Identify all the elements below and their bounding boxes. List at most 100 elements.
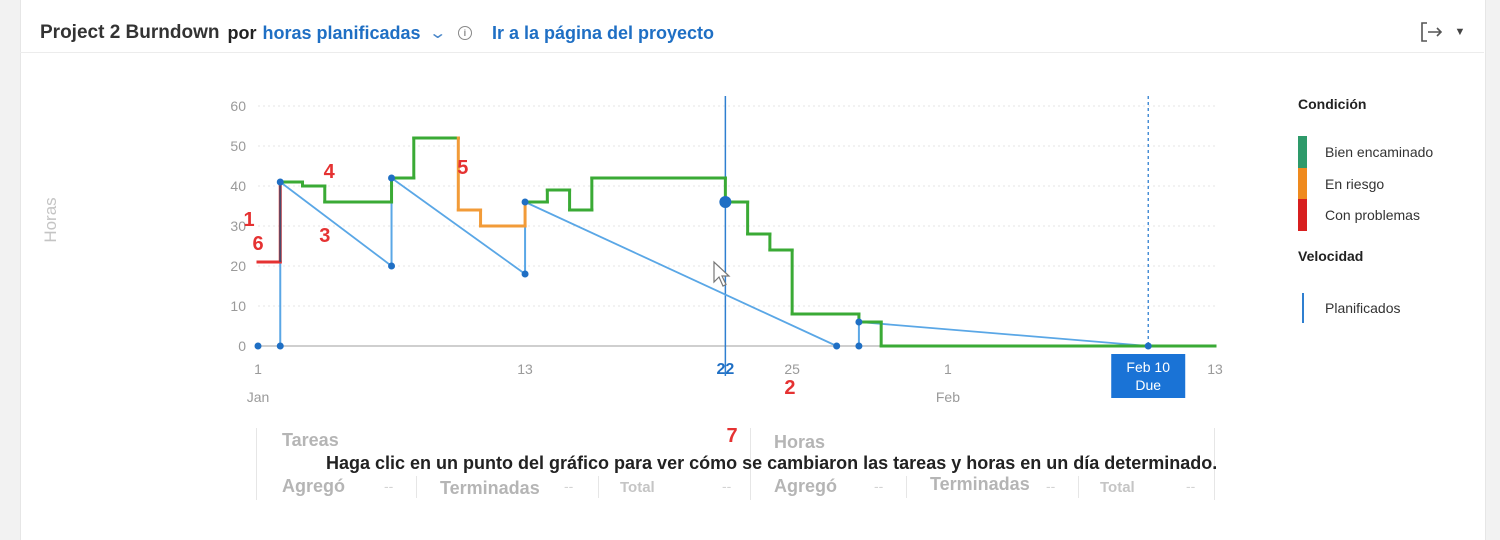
hours-done-label: Terminadas <box>930 474 1030 494</box>
legend-velocity-title: Velocidad <box>1298 248 1364 264</box>
divider <box>256 428 257 500</box>
y-axis-label: Horas <box>41 197 60 242</box>
y-tick-label: 20 <box>230 258 246 274</box>
y-tick-label: 60 <box>230 98 246 114</box>
legend: Condición Bien encaminado En riesgo Con … <box>1298 96 1488 323</box>
divider <box>1214 428 1215 500</box>
velocity-point <box>855 318 863 326</box>
due-date-label: Feb 10 <box>1126 359 1170 375</box>
hours-total-value: -- <box>1186 478 1196 494</box>
selected-point <box>719 196 732 208</box>
legend-item-problem: Con problemas <box>1298 199 1420 231</box>
annotation-number: 2 <box>784 377 795 399</box>
hours-added-label: Agregó <box>774 476 837 496</box>
hours-title: Horas <box>774 432 826 452</box>
annotation-number: 1 <box>244 209 255 231</box>
annotation-number: 5 <box>457 157 468 179</box>
export-icon[interactable] <box>1419 20 1445 44</box>
legend-item-at-risk: En riesgo <box>1298 168 1384 200</box>
x-tick-label: 1 <box>944 361 952 377</box>
click-hint-message: Haga clic en un punto del gráfico para v… <box>326 453 1218 473</box>
y-tick-label: 40 <box>230 178 246 194</box>
hours-done-value: -- <box>1046 478 1056 494</box>
velocity-point <box>254 342 262 350</box>
legend-condition-title: Condición <box>1298 96 1367 112</box>
tasks-done-value: -- <box>564 478 574 494</box>
legend-item-planned: Planificados <box>1298 292 1401 324</box>
legend-swatch <box>1298 199 1307 231</box>
header-divider <box>20 52 1484 53</box>
legend-label: Con problemas <box>1325 207 1420 223</box>
project-page-link[interactable]: Ir a la página del proyecto <box>491 22 715 43</box>
mouse-pointer-icon <box>713 260 731 287</box>
por-label: por <box>227 22 257 43</box>
legend-swatch <box>1298 136 1307 168</box>
legend-label: Bien encaminado <box>1325 144 1434 160</box>
day-markers <box>724 96 1149 376</box>
annotation-number: 4 <box>324 161 336 183</box>
x-tick-label: 25 <box>784 361 800 377</box>
x-tick-label: 13 <box>517 361 533 377</box>
chart-title: Project 2 Burndown <box>40 22 220 43</box>
chevron-down-icon[interactable]: ⌄ <box>427 25 447 42</box>
legend-swatch <box>1298 168 1307 200</box>
velocity-point <box>388 262 396 270</box>
hours-added-value: -- <box>874 478 884 494</box>
due-date-box <box>1111 354 1186 398</box>
annotations: 1 2 3 4 5 6 7 <box>244 157 796 447</box>
divider <box>416 476 417 498</box>
tasks-added-label: Agregó <box>282 476 345 496</box>
velocity-points[interactable] <box>254 174 1152 350</box>
velocity-point <box>521 270 529 278</box>
velocity-line <box>858 321 1149 347</box>
divider <box>750 428 751 500</box>
legend-line <box>1302 293 1304 323</box>
caret-down-icon[interactable]: ▼ <box>1454 26 1466 38</box>
hours-total-label: Total <box>1100 479 1135 496</box>
annotation-number: 7 <box>726 425 737 447</box>
x-tick-label: 13 <box>1207 361 1223 377</box>
velocity-point <box>388 174 396 182</box>
velocity-point <box>276 342 284 350</box>
metric-dropdown[interactable]: horas planificadas <box>262 22 421 43</box>
velocity-point <box>276 178 284 186</box>
divider <box>906 476 907 498</box>
y-axis: 0 10 20 30 40 50 60 <box>230 98 246 354</box>
tasks-title: Tareas <box>282 430 339 450</box>
x-tick-label: 1 <box>254 361 262 377</box>
divider <box>1078 476 1079 498</box>
tasks-total-value: -- <box>722 478 732 494</box>
export-menu[interactable]: ▼ <box>1410 18 1474 46</box>
daily-stats: Tareas Horas Agregó -- Terminadas -- Tot… <box>256 428 1216 500</box>
legend-item-on-track: Bien encaminado <box>1298 136 1433 168</box>
tasks-added-value: -- <box>384 478 394 494</box>
annotation-number: 3 <box>319 225 330 247</box>
x-axis: 1 Jan 13 22 25 1 Feb Feb 10 Due 13 <box>247 354 1223 405</box>
info-icon[interactable]: i <box>457 26 472 40</box>
tasks-done-label: Terminadas <box>440 478 540 498</box>
legend-label: Planificados <box>1325 300 1401 316</box>
y-tick-label: 50 <box>230 138 246 154</box>
annotation-number: 6 <box>252 233 263 255</box>
panel-header: Project 2 Burndown por horas planificada… <box>40 20 714 46</box>
due-label: Due <box>1135 377 1161 393</box>
velocity-line <box>391 177 526 275</box>
burndown-panel <box>20 0 1486 540</box>
tasks-total-label: Total <box>620 479 655 496</box>
x-tick-month: Feb <box>936 389 960 405</box>
remaining-series[interactable] <box>256 136 1217 348</box>
y-tick-label: 0 <box>238 338 246 354</box>
velocity-point <box>521 198 529 206</box>
legend-label: En riesgo <box>1325 176 1385 192</box>
x-tick-month: Jan <box>247 389 270 405</box>
grid <box>258 105 1215 347</box>
velocity-point <box>1144 342 1152 350</box>
x-tick-label: 22 <box>716 361 734 378</box>
y-tick-label: 10 <box>230 298 246 314</box>
divider <box>598 476 599 498</box>
velocity-point <box>855 342 863 350</box>
velocity-line <box>279 181 393 267</box>
y-tick-label: 30 <box>230 218 246 234</box>
velocity-point <box>833 342 841 350</box>
